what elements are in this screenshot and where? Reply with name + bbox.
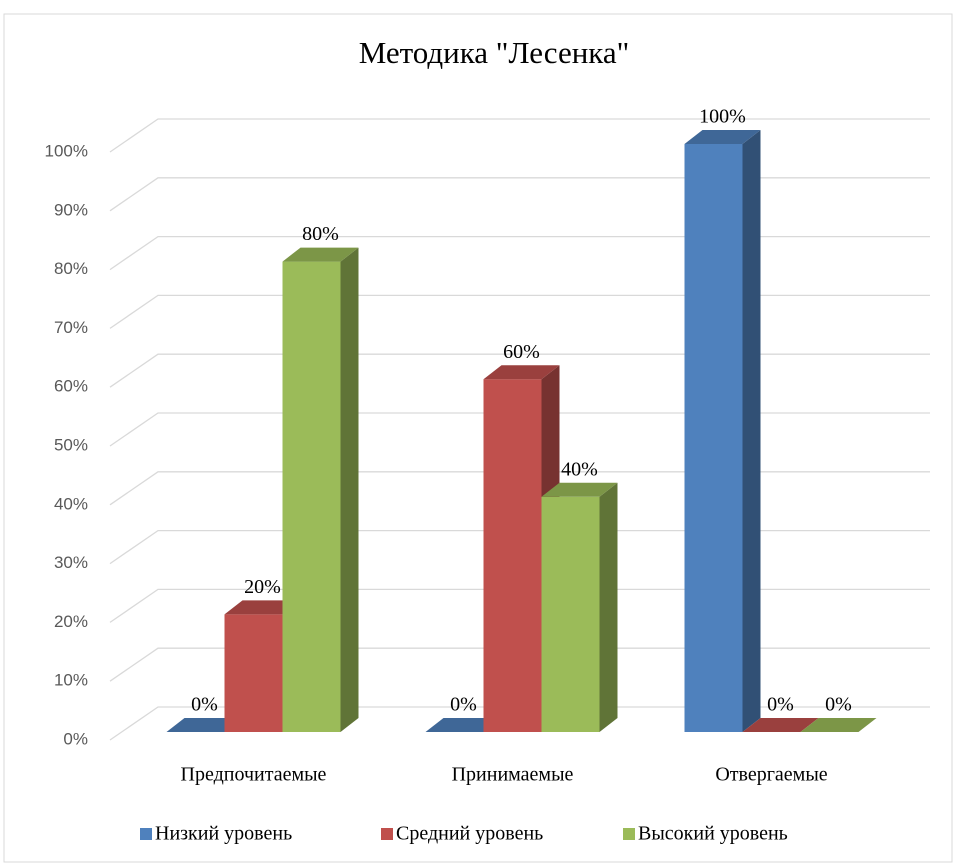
x-tick-label: Отвергаемые	[715, 764, 827, 786]
data-label: 40%	[561, 458, 598, 480]
y-tick-label: 30%	[54, 553, 88, 572]
y-tick-label: 90%	[54, 200, 88, 219]
data-label: 100%	[699, 106, 746, 128]
bar-top	[541, 482, 618, 497]
bar-top	[483, 365, 560, 380]
grid-line	[109, 235, 930, 271]
y-tick-label: 20%	[54, 612, 88, 631]
bar-top	[224, 600, 301, 615]
grid-line	[109, 471, 930, 506]
grid-line	[109, 647, 930, 682]
grid-line	[109, 294, 930, 329]
legend-swatch	[623, 828, 635, 840]
grid-line	[109, 118, 930, 153]
x-tick-label: Принимаемые	[452, 764, 574, 786]
bar-top	[800, 718, 877, 732]
bar-side	[599, 482, 618, 732]
grid-line	[109, 706, 930, 741]
y-tick-label: 70%	[54, 318, 88, 337]
legend-label: Низкий уровень	[155, 823, 292, 845]
data-label: 0%	[450, 694, 477, 716]
data-label: 0%	[191, 694, 218, 716]
data-label: 20%	[244, 576, 281, 598]
grid-line	[109, 353, 930, 388]
data-label: 0%	[767, 694, 794, 716]
bar-top	[742, 718, 819, 732]
y-tick-label: 40%	[54, 494, 88, 513]
bar	[541, 496, 600, 732]
chart-title: Методика "Лесенка"	[359, 35, 630, 70]
legend-label: Высокий уровень	[638, 823, 788, 845]
bar	[684, 144, 743, 732]
bar-top	[425, 718, 502, 732]
legend-swatch	[381, 828, 393, 840]
bar-top	[282, 247, 359, 262]
bar	[224, 614, 283, 732]
grid-line	[109, 588, 930, 623]
grid-line	[109, 412, 930, 447]
data-label: 60%	[503, 341, 540, 363]
legend-label: Средний уровень	[396, 823, 543, 845]
y-tick-label: 50%	[54, 435, 88, 454]
bar	[483, 379, 542, 732]
bar-side	[742, 130, 761, 732]
data-label: 0%	[825, 694, 852, 716]
y-tick-label: 80%	[54, 259, 88, 278]
y-tick-label: 0%	[63, 729, 88, 748]
y-tick-label: 60%	[54, 377, 88, 396]
y-tick-label: 100%	[45, 141, 88, 160]
data-label: 80%	[302, 223, 339, 245]
bar	[282, 261, 341, 732]
legend-swatch	[140, 828, 152, 840]
x-tick-label: Предпочитаемые	[181, 764, 327, 786]
bar-top	[166, 718, 243, 732]
y-tick-label: 10%	[54, 671, 88, 690]
grid-line	[109, 177, 930, 212]
bar-top	[684, 130, 761, 144]
chart-border	[3, 13, 953, 863]
grid-line	[109, 529, 930, 565]
bar-side	[340, 247, 359, 732]
